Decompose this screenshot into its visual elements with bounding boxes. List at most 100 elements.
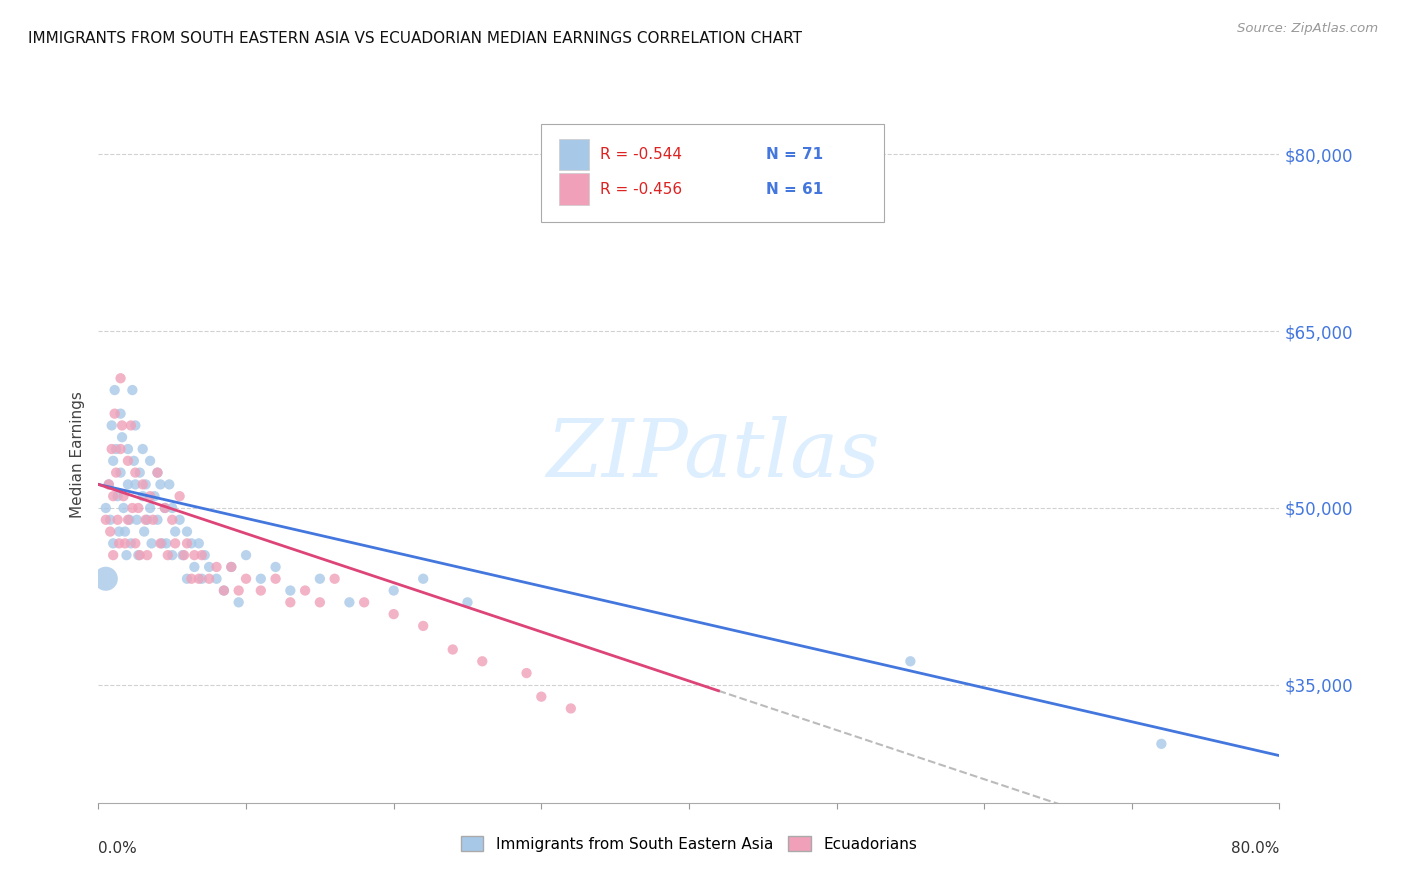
Point: [127, 500, 149, 515]
Point: [155, 536, 177, 550]
Point: [169, 489, 191, 503]
Point: [353, 595, 375, 609]
Point: [264, 572, 287, 586]
Point: [124, 477, 146, 491]
Text: Source: ZipAtlas.com: Source: ZipAtlas.com: [1237, 22, 1378, 36]
Point: [173, 548, 195, 562]
Point: [176, 536, 198, 550]
Point: [100, 442, 122, 456]
Point: [149, 536, 172, 550]
Point: [183, 548, 205, 562]
Point: [309, 595, 332, 609]
Point: [280, 583, 302, 598]
Point: [176, 572, 198, 586]
Point: [198, 560, 221, 574]
Point: [191, 548, 214, 562]
Point: [560, 701, 582, 715]
Point: [125, 513, 148, 527]
Point: [120, 418, 142, 433]
Point: [103, 548, 125, 562]
Point: [114, 524, 136, 539]
Point: [180, 536, 202, 550]
Point: [135, 513, 157, 527]
Point: [441, 642, 464, 657]
Point: [162, 500, 183, 515]
Point: [143, 489, 166, 503]
Point: [172, 548, 194, 562]
FancyBboxPatch shape: [560, 138, 589, 170]
Point: [165, 524, 187, 539]
Point: [124, 466, 146, 480]
Point: [112, 500, 135, 515]
Point: [153, 500, 176, 515]
Point: [176, 524, 198, 539]
Point: [114, 536, 136, 550]
Point: [104, 407, 127, 421]
Point: [103, 536, 125, 550]
Point: [103, 454, 125, 468]
Point: [191, 572, 214, 586]
Text: N = 61: N = 61: [766, 182, 823, 196]
Point: [198, 572, 221, 586]
Point: [221, 560, 243, 574]
Point: [264, 560, 287, 574]
Legend: Immigrants from South Eastern Asia, Ecuadorians: Immigrants from South Eastern Asia, Ecua…: [454, 830, 924, 858]
Point: [412, 619, 434, 633]
Point: [146, 513, 169, 527]
Point: [221, 560, 243, 574]
Point: [117, 454, 139, 468]
Point: [132, 489, 155, 503]
Point: [121, 500, 143, 515]
Point: [110, 407, 132, 421]
Point: [141, 536, 163, 550]
Point: [162, 548, 183, 562]
Point: [205, 572, 228, 586]
Point: [107, 489, 129, 503]
Point: [235, 548, 257, 562]
Text: 80.0%: 80.0%: [1232, 841, 1279, 856]
Text: R = -0.456: R = -0.456: [600, 182, 682, 196]
Point: [149, 477, 172, 491]
Point: [212, 583, 235, 598]
Point: [117, 442, 139, 456]
Point: [136, 513, 159, 527]
Point: [105, 466, 128, 480]
Point: [471, 654, 494, 668]
Point: [104, 383, 127, 397]
Text: R = -0.544: R = -0.544: [600, 147, 682, 161]
Point: [382, 607, 405, 621]
Point: [165, 536, 187, 550]
Point: [118, 513, 141, 527]
Point: [94, 572, 117, 586]
Point: [127, 548, 149, 562]
Point: [516, 666, 538, 681]
Point: [228, 595, 250, 609]
FancyBboxPatch shape: [560, 173, 589, 205]
Point: [212, 583, 235, 598]
Point: [105, 442, 128, 456]
Point: [382, 583, 405, 598]
Point: [180, 572, 202, 586]
Point: [142, 513, 165, 527]
Point: [250, 583, 273, 598]
Point: [280, 595, 302, 609]
Point: [457, 595, 479, 609]
Point: [108, 524, 131, 539]
Point: [309, 572, 332, 586]
Point: [134, 524, 156, 539]
Point: [128, 466, 150, 480]
Text: ZIPatlas: ZIPatlas: [546, 417, 879, 493]
Point: [97, 477, 120, 491]
Point: [110, 466, 132, 480]
Point: [228, 583, 250, 598]
Point: [157, 477, 180, 491]
Point: [98, 524, 121, 539]
Point: [235, 572, 257, 586]
Point: [108, 536, 131, 550]
Point: [530, 690, 553, 704]
Point: [121, 383, 143, 397]
Point: [112, 489, 135, 503]
Point: [136, 548, 159, 562]
Point: [132, 442, 155, 456]
Point: [94, 500, 117, 515]
